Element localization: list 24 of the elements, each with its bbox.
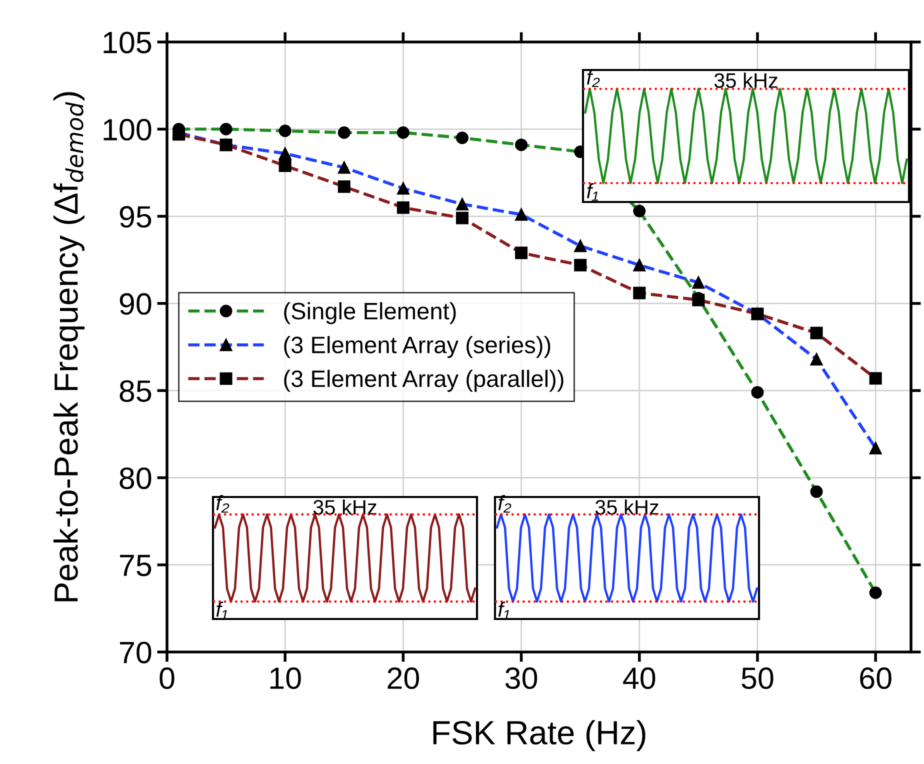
y-tick-label: 70	[120, 642, 152, 664]
chart-title: 35 kHz	[714, 72, 778, 88]
y-tick-label: 105	[104, 32, 152, 54]
y-tick-label: 75	[120, 554, 152, 576]
x-tick-label: 40	[623, 667, 656, 690]
chart-title: 35 kHz	[595, 499, 658, 515]
x-tick-label: 50	[742, 667, 774, 690]
chart-title: 35 kHz	[313, 499, 376, 515]
y-tick-label: 100	[104, 118, 152, 141]
y-tick-label: 85	[120, 380, 152, 402]
x-tick-label: 10	[270, 667, 301, 690]
x-tick-label: 0	[160, 667, 174, 690]
legend-label: (3 Element Array (series))	[284, 336, 550, 358]
legend-label: (Single Element)	[284, 302, 456, 324]
ref-line-label: f₁	[586, 183, 598, 201]
x-tick-label: 60	[860, 667, 892, 690]
y-axis-title: Peak-to-Peak Frequency (Δf$_{demod}$)	[53, 92, 85, 602]
y-tick-label: 95	[120, 206, 152, 228]
legend-label: (3 Element Array (parallel))	[284, 370, 564, 392]
y-tick-label: 80	[120, 467, 152, 490]
y-tick-label: 90	[120, 293, 152, 315]
x-axis-title: FSK Rate (Hz)	[433, 720, 646, 752]
x-tick-label: 20	[388, 667, 419, 690]
x-tick-label: 30	[505, 667, 538, 690]
